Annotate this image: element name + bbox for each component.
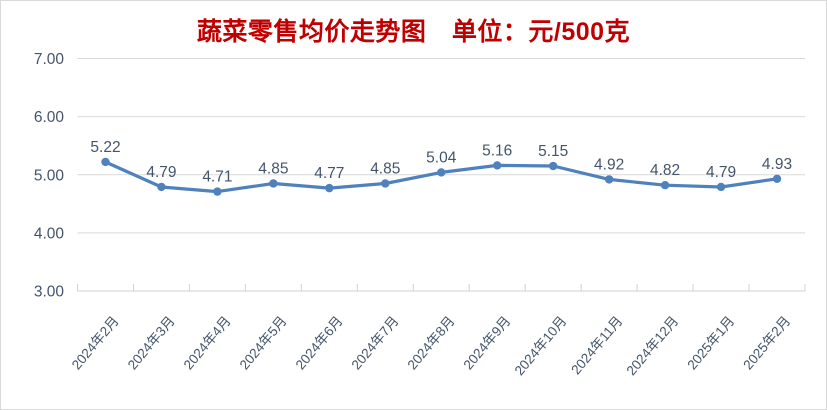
x-tick-label: 2024年11月 xyxy=(568,313,625,377)
x-tick-label: 2024年9月 xyxy=(461,313,514,372)
data-point-marker xyxy=(437,168,446,177)
x-tick-label: 2025年1月 xyxy=(684,313,737,372)
data-label: 4.93 xyxy=(762,156,792,173)
data-point-marker xyxy=(493,161,502,170)
data-label: 4.79 xyxy=(146,164,176,181)
data-label: 5.04 xyxy=(426,149,457,166)
x-tick-label: 2024年12月 xyxy=(624,313,682,378)
data-point-marker xyxy=(101,157,110,167)
data-point-marker xyxy=(213,187,222,196)
chart-title: 蔬菜零售均价走势图 单位：元/500克 xyxy=(196,18,631,46)
data-label: 4.77 xyxy=(314,165,344,182)
data-label: 4.85 xyxy=(258,160,288,177)
data-point-marker xyxy=(660,181,670,190)
data-point-marker xyxy=(548,161,558,171)
data-label: 5.16 xyxy=(482,142,512,159)
data-label: 4.82 xyxy=(650,162,680,179)
data-label: 4.71 xyxy=(202,169,232,186)
data-label: 5.22 xyxy=(90,139,120,156)
y-tick-label: 7.00 xyxy=(34,51,65,68)
data-label: 4.85 xyxy=(370,160,400,177)
x-tick-label: 2024年7月 xyxy=(349,313,402,372)
data-point-marker xyxy=(381,179,390,188)
y-tick-label: 4.00 xyxy=(34,225,65,242)
y-tick-label: 6.00 xyxy=(34,109,65,126)
x-tick-label: 2024年8月 xyxy=(405,313,458,372)
y-tick-label: 5.00 xyxy=(34,167,65,184)
data-label: 5.15 xyxy=(538,143,568,160)
x-tick-label: 2024年10月 xyxy=(512,313,570,378)
data-point-marker xyxy=(604,175,614,184)
data-point-marker xyxy=(716,182,726,192)
x-tick-label: 2024年3月 xyxy=(125,313,178,372)
data-point-marker xyxy=(269,179,278,188)
data-point-marker xyxy=(325,183,334,193)
data-label: 4.92 xyxy=(594,156,624,173)
x-tick-label: 2024年5月 xyxy=(237,313,290,372)
data-point-marker xyxy=(157,182,166,192)
x-tick-label: 2025年2月 xyxy=(740,313,793,372)
data-label: 4.79 xyxy=(706,164,736,181)
x-tick-label: 2024年4月 xyxy=(181,313,234,372)
y-tick-label: 3.00 xyxy=(34,284,65,301)
x-tick-label: 2024年6月 xyxy=(293,313,346,372)
data-point-marker xyxy=(772,174,782,184)
x-tick-label: 2024年2月 xyxy=(69,313,122,372)
